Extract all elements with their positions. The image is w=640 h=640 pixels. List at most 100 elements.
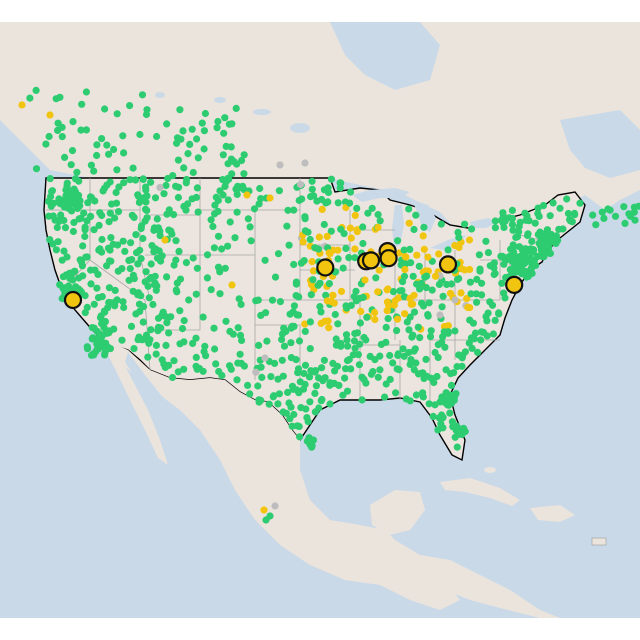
green-marker[interactable] bbox=[134, 260, 142, 268]
green-marker[interactable] bbox=[351, 254, 359, 262]
green-marker[interactable] bbox=[247, 237, 255, 245]
green-marker[interactable] bbox=[535, 212, 543, 220]
green-marker[interactable] bbox=[154, 314, 163, 322]
green-marker[interactable] bbox=[96, 330, 104, 338]
green-marker[interactable] bbox=[332, 335, 340, 343]
yellow-marker[interactable] bbox=[402, 253, 410, 261]
green-marker[interactable] bbox=[491, 224, 499, 232]
green-marker[interactable] bbox=[106, 209, 114, 217]
green-marker[interactable] bbox=[130, 275, 138, 283]
green-marker[interactable] bbox=[172, 286, 180, 294]
green-marker[interactable] bbox=[271, 359, 279, 367]
green-marker[interactable] bbox=[143, 214, 151, 222]
green-marker[interactable] bbox=[305, 434, 313, 442]
yellow-marker[interactable] bbox=[361, 276, 369, 284]
green-marker[interactable] bbox=[79, 242, 87, 250]
green-marker[interactable] bbox=[133, 249, 141, 257]
green-marker[interactable] bbox=[556, 204, 564, 212]
green-marker[interactable] bbox=[358, 373, 366, 381]
green-marker[interactable] bbox=[308, 177, 316, 185]
green-marker[interactable] bbox=[221, 264, 229, 272]
green-marker[interactable] bbox=[295, 196, 303, 205]
green-marker[interactable] bbox=[326, 379, 334, 387]
green-marker[interactable] bbox=[176, 275, 185, 283]
green-marker[interactable] bbox=[105, 257, 114, 265]
green-marker[interactable] bbox=[141, 193, 149, 202]
green-marker[interactable] bbox=[193, 135, 201, 143]
green-marker[interactable] bbox=[536, 233, 545, 241]
yellow-marker[interactable] bbox=[444, 322, 452, 330]
green-marker[interactable] bbox=[394, 350, 402, 358]
yellow-marker[interactable] bbox=[351, 245, 359, 253]
green-marker[interactable] bbox=[261, 256, 269, 264]
green-marker[interactable] bbox=[126, 265, 134, 273]
green-marker[interactable] bbox=[443, 280, 451, 289]
green-marker[interactable] bbox=[170, 211, 178, 219]
green-marker[interactable] bbox=[461, 220, 469, 228]
green-marker[interactable] bbox=[511, 256, 519, 264]
green-marker[interactable] bbox=[326, 400, 334, 408]
green-marker[interactable] bbox=[284, 388, 292, 396]
green-marker[interactable] bbox=[292, 356, 300, 364]
green-marker[interactable] bbox=[489, 330, 497, 338]
green-marker[interactable] bbox=[82, 253, 90, 261]
green-marker[interactable] bbox=[362, 379, 370, 387]
green-marker[interactable] bbox=[168, 373, 177, 382]
green-marker[interactable] bbox=[543, 226, 552, 234]
green-marker[interactable] bbox=[88, 335, 96, 343]
green-marker[interactable] bbox=[342, 331, 351, 339]
green-marker[interactable] bbox=[386, 351, 394, 360]
green-marker[interactable] bbox=[270, 392, 278, 400]
green-marker[interactable] bbox=[327, 227, 335, 235]
green-marker[interactable] bbox=[189, 168, 197, 177]
green-marker[interactable] bbox=[419, 393, 427, 401]
green-marker[interactable] bbox=[505, 214, 513, 222]
green-marker[interactable] bbox=[451, 327, 459, 335]
green-marker[interactable] bbox=[278, 330, 287, 338]
green-marker[interactable] bbox=[185, 296, 193, 304]
green-marker[interactable] bbox=[478, 279, 486, 287]
green-marker[interactable] bbox=[212, 360, 220, 368]
green-marker[interactable] bbox=[356, 319, 364, 327]
green-marker[interactable] bbox=[32, 86, 40, 94]
green-marker[interactable] bbox=[176, 106, 184, 114]
green-marker[interactable] bbox=[163, 273, 171, 281]
green-marker[interactable] bbox=[292, 280, 300, 288]
green-marker[interactable] bbox=[68, 147, 77, 155]
green-marker[interactable] bbox=[111, 286, 119, 294]
yellow-marker[interactable] bbox=[323, 232, 331, 240]
green-marker[interactable] bbox=[382, 380, 390, 388]
green-marker[interactable] bbox=[147, 326, 155, 334]
green-marker[interactable] bbox=[174, 193, 182, 202]
green-marker[interactable] bbox=[334, 255, 342, 263]
green-marker[interactable] bbox=[500, 223, 508, 232]
green-marker[interactable] bbox=[271, 273, 280, 281]
green-marker[interactable] bbox=[220, 129, 228, 137]
green-marker[interactable] bbox=[188, 125, 196, 133]
green-marker[interactable] bbox=[437, 220, 445, 228]
green-marker[interactable] bbox=[255, 200, 263, 208]
green-marker[interactable] bbox=[336, 184, 344, 192]
green-marker[interactable] bbox=[82, 88, 90, 96]
green-marker[interactable] bbox=[340, 230, 348, 238]
green-marker[interactable] bbox=[522, 216, 530, 224]
green-marker[interactable] bbox=[278, 335, 286, 344]
green-marker[interactable] bbox=[226, 362, 234, 370]
green-marker[interactable] bbox=[279, 408, 287, 416]
green-marker[interactable] bbox=[311, 389, 319, 397]
green-marker[interactable] bbox=[45, 132, 53, 141]
green-marker[interactable] bbox=[500, 260, 508, 268]
green-marker[interactable] bbox=[110, 145, 118, 154]
green-marker[interactable] bbox=[211, 210, 219, 218]
green-marker[interactable] bbox=[70, 185, 78, 193]
green-marker[interactable] bbox=[180, 317, 188, 325]
green-marker[interactable] bbox=[321, 374, 329, 382]
green-marker[interactable] bbox=[468, 344, 476, 352]
green-marker[interactable] bbox=[98, 135, 106, 143]
green-marker[interactable] bbox=[94, 345, 102, 353]
green-marker[interactable] bbox=[346, 199, 354, 207]
green-marker[interactable] bbox=[121, 247, 129, 255]
green-marker[interactable] bbox=[257, 311, 265, 319]
green-marker[interactable] bbox=[173, 134, 182, 142]
green-marker[interactable] bbox=[75, 215, 83, 223]
